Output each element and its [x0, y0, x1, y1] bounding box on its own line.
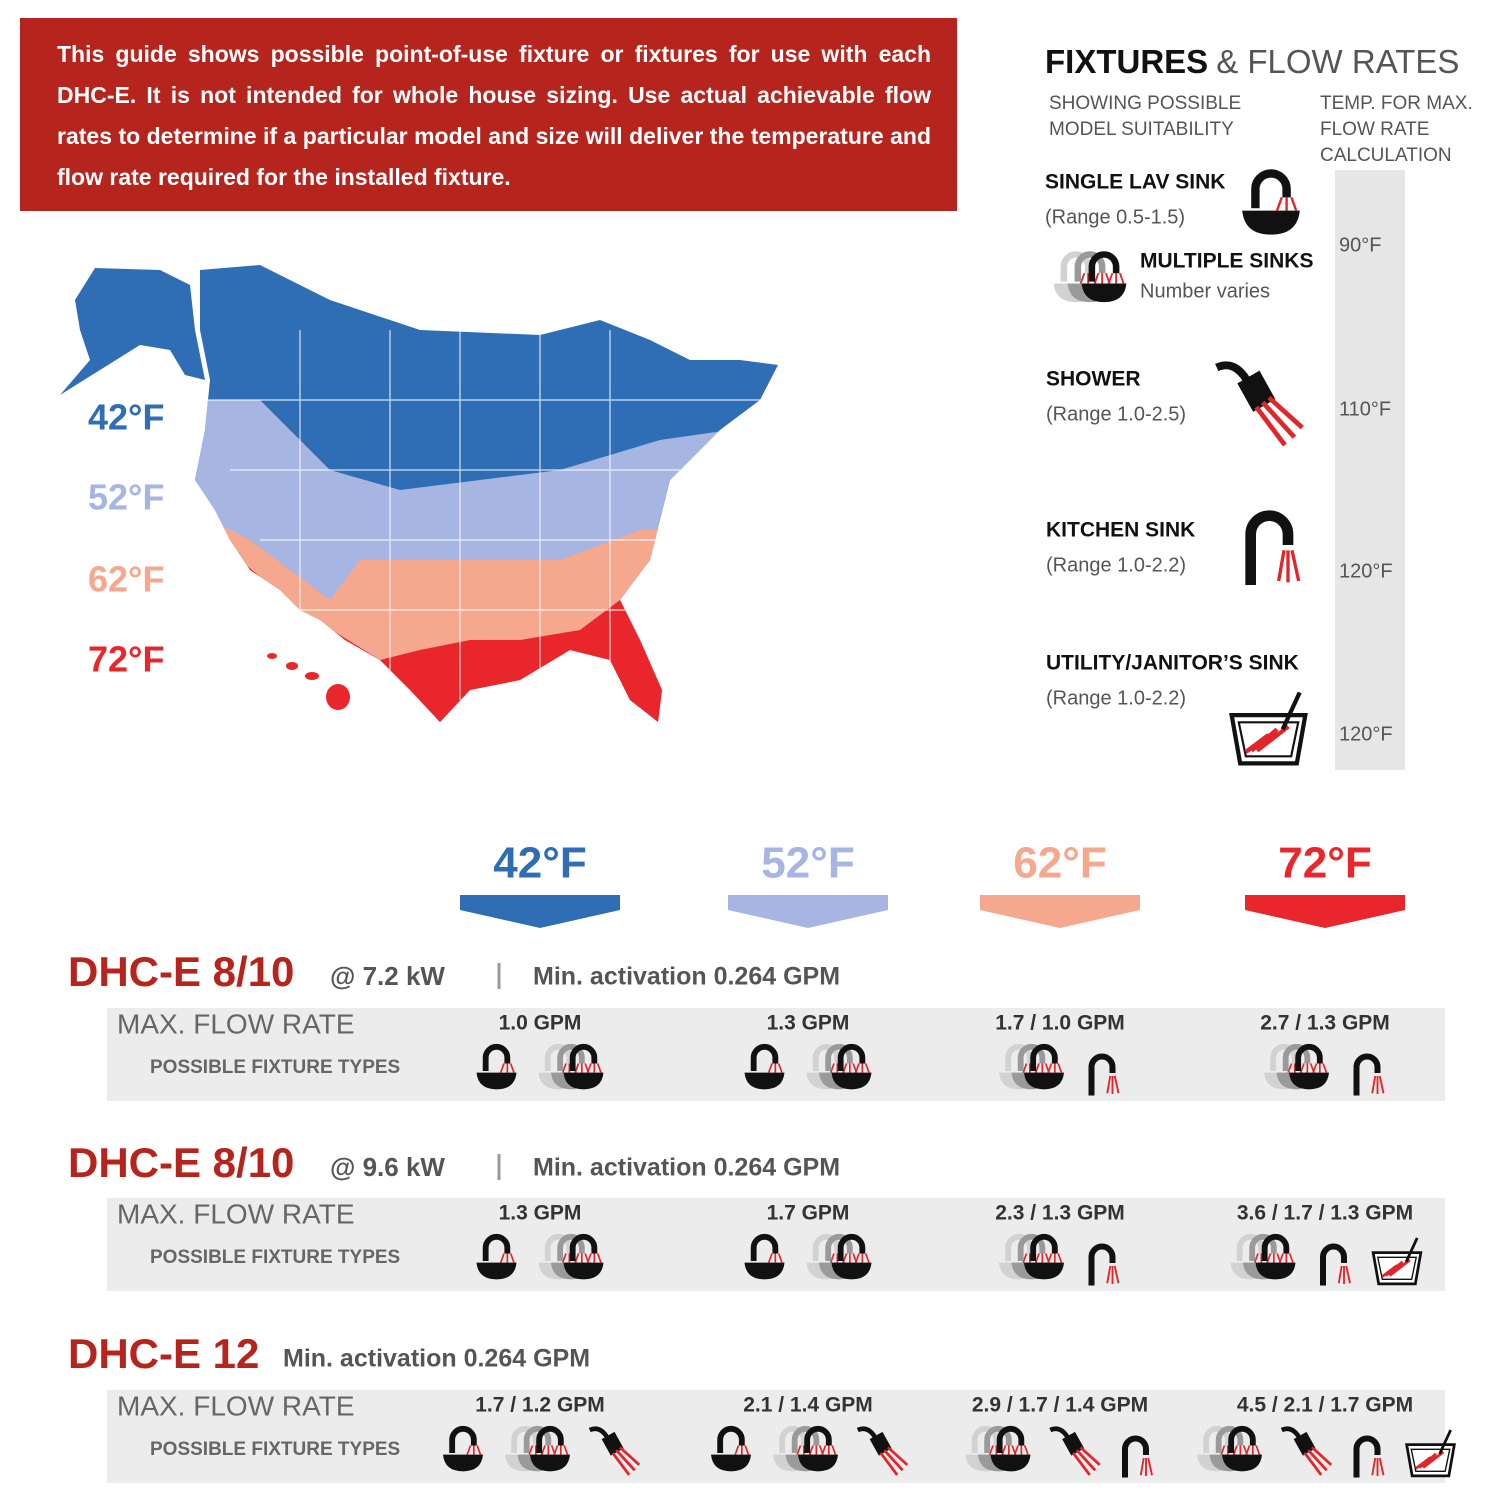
column-arrow [728, 895, 888, 928]
model-power: @ 9.6 kW [330, 1152, 445, 1182]
fixture-range: (Range 1.0-2.2) [1046, 687, 1186, 709]
fixture-icon [1231, 1237, 1296, 1280]
fixture-icon [807, 1047, 872, 1090]
zone-label: 52°F [88, 477, 164, 518]
temp-header: FLOW RATE [1320, 119, 1429, 140]
temperature-map [60, 265, 778, 722]
fixture-icon [1264, 1047, 1329, 1090]
model-name: DHC-E 8/10 [68, 1139, 294, 1186]
flow-rate: 2.9 / 1.7 / 1.4 GPM [972, 1394, 1148, 1417]
flow-rate: 2.7 / 1.3 GPM [1260, 1012, 1390, 1035]
fixture-icon [539, 1237, 604, 1280]
panel-subtitle: MODEL SUITABILITY [1049, 119, 1234, 140]
fixture-icon [999, 1237, 1064, 1280]
title-bold: FIXTURES [1045, 43, 1208, 80]
temp-header: TEMP. FOR MAX. [1320, 93, 1473, 114]
fixture-temp: 120°F [1339, 560, 1393, 582]
fixture-icon [1242, 173, 1300, 234]
flow-rate: 1.3 GPM [499, 1202, 582, 1225]
model-activation: Min. activation 0.264 GPM [283, 1345, 590, 1373]
column-header: 62°F [1013, 839, 1106, 888]
flow-rate: 2.3 / 1.3 GPM [995, 1202, 1125, 1225]
flow-rate: 4.5 / 2.1 / 1.7 GPM [1237, 1394, 1413, 1417]
zone-label: 62°F [88, 559, 164, 600]
model-name: DHC-E 12 [68, 1330, 259, 1377]
fixture-icon [1251, 516, 1299, 585]
fixture-name: SHOWER [1046, 368, 1141, 391]
fixture-icon [999, 1047, 1064, 1090]
fixture-icon [1054, 255, 1127, 303]
flow-rate: 1.7 / 1.2 GPM [475, 1394, 605, 1417]
row-label: POSSIBLE FIXTURE TYPES [150, 1247, 400, 1268]
fixture-icon [1217, 365, 1303, 445]
temp-header: CALCULATION [1320, 145, 1452, 166]
fixture-range: (Range 1.0-2.5) [1046, 403, 1186, 425]
fixture-icon [966, 1429, 1031, 1472]
fixture-name: KITCHEN SINK [1046, 519, 1195, 542]
fixture-range: Number varies [1140, 280, 1270, 302]
fixture-icon [539, 1047, 604, 1090]
notice: This guide shows possible point-of-use f… [20, 18, 957, 211]
fixture-icon [1197, 1429, 1262, 1472]
model-activation: Min. activation 0.264 GPM [533, 963, 840, 991]
zone-label: 72°F [88, 639, 164, 680]
row-label: POSSIBLE FIXTURE TYPES [150, 1439, 400, 1460]
temp-bar [1335, 170, 1405, 770]
row-label: MAX. FLOW RATE [117, 1198, 355, 1229]
column-arrow [1245, 895, 1405, 928]
model-activation: Min. activation 0.264 GPM [533, 1154, 840, 1182]
fixture-range: (Range 0.5-1.5) [1045, 206, 1185, 228]
model-power: @ 7.2 kW [330, 961, 445, 991]
column-arrow [980, 895, 1140, 928]
fixture-icon [505, 1429, 570, 1472]
fixture-name: SINGLE LAV SINK [1045, 171, 1225, 194]
fixture-temp: 120°F [1339, 723, 1393, 745]
fixture-icon [773, 1429, 838, 1472]
flow-rate: 1.0 GPM [499, 1012, 582, 1035]
fixture-name: UTILITY/JANITOR’S SINK [1046, 652, 1299, 675]
alaska [60, 268, 205, 395]
flow-rate: 1.7 / 1.0 GPM [995, 1012, 1125, 1035]
fixture-temp: 90°F [1339, 234, 1381, 256]
panel-subtitle: SHOWING POSSIBLE [1049, 93, 1241, 114]
fixture-range: (Range 1.0-2.2) [1046, 554, 1186, 576]
row-label: POSSIBLE FIXTURE TYPES [150, 1057, 400, 1078]
column-header: 52°F [761, 839, 854, 888]
flow-rate: 1.7 GPM [767, 1202, 850, 1225]
hawaii [267, 653, 350, 710]
row-label: MAX. FLOW RATE [117, 1390, 355, 1421]
row-label: MAX. FLOW RATE [117, 1008, 355, 1039]
panel-title: FIXTURES & FLOW RATES [1045, 43, 1459, 80]
fixture-icon [807, 1237, 872, 1280]
flow-rate: 1.3 GPM [767, 1012, 850, 1035]
title-rest: & FLOW RATES [1216, 43, 1459, 80]
zone-label: 42°F [88, 397, 164, 438]
column-header: 42°F [493, 839, 586, 888]
flow-rate: 3.6 / 1.7 / 1.3 GPM [1237, 1202, 1413, 1225]
flow-rate: 2.1 / 1.4 GPM [743, 1394, 873, 1417]
fixture-name: MULTIPLE SINKS [1140, 250, 1313, 273]
column-header: 72°F [1278, 839, 1371, 888]
fixture-temp: 110°F [1339, 398, 1391, 420]
column-arrow [460, 895, 620, 928]
model-name: DHC-E 8/10 [68, 948, 294, 995]
fixture-icon [1232, 693, 1306, 764]
